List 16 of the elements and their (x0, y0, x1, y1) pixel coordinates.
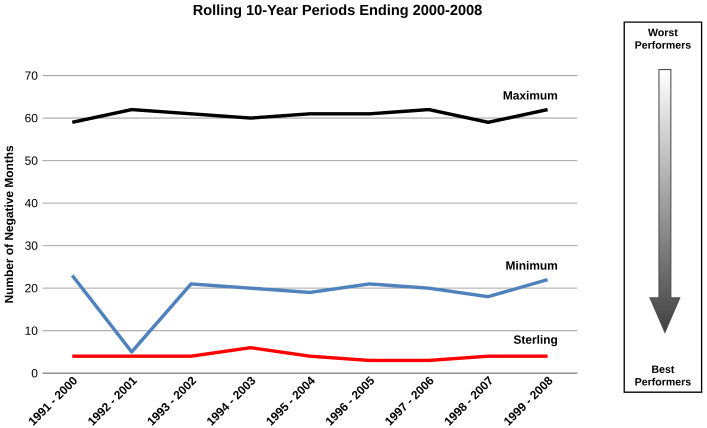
y-tick-label: 40 (24, 198, 38, 208)
y-tick-label: 0 (32, 368, 38, 378)
y-tick-label: 70 (25, 71, 38, 80)
y-tick-label: 10 (26, 326, 38, 335)
series-label: Minimum (506, 260, 558, 270)
y-tick-label: 50 (25, 156, 38, 165)
line-series (70, 108, 550, 124)
y-tick-label: 20 (25, 284, 38, 292)
text: Worst Performers (635, 28, 691, 49)
series-label: Sterling (514, 334, 557, 346)
y-axis-title: Number of Negative Months (4, 146, 16, 303)
text: Best Performers (635, 365, 691, 386)
y-tick-label: 30 (25, 241, 38, 250)
series-label: Maximum (504, 90, 558, 100)
y-tick-label: 60 (25, 114, 38, 122)
chart-title: Rolling 10-Year Periods Ending 2000-2008 (194, 4, 482, 18)
